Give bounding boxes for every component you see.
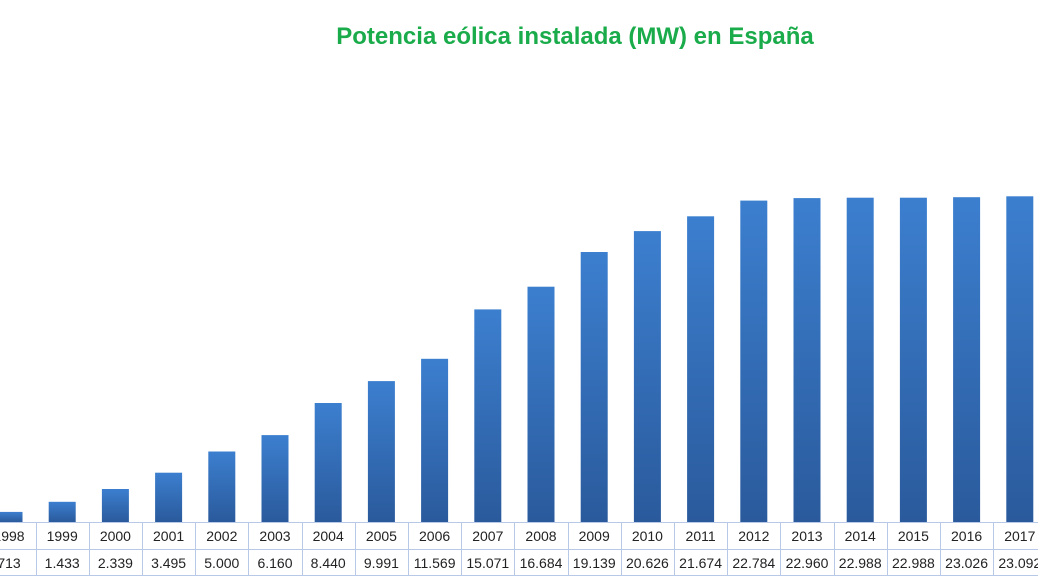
bar-2015 bbox=[899, 197, 927, 522]
bar-2007 bbox=[474, 309, 502, 522]
value-label: 8.440 bbox=[311, 555, 346, 571]
category-label: 2001 bbox=[153, 528, 184, 544]
category-label: 2016 bbox=[951, 528, 982, 544]
bar-2004 bbox=[314, 403, 342, 522]
bar-2006 bbox=[421, 358, 449, 522]
bars-group bbox=[0, 196, 1034, 523]
value-label: 22.988 bbox=[839, 555, 882, 571]
data-table: 1998 713 1999 1.433 2000 2.339 2001 3.495 2002 5.… bbox=[0, 522, 1038, 576]
category-label: 2009 bbox=[579, 528, 610, 544]
value-label: 23.026 bbox=[945, 555, 988, 571]
category-label: 2011 bbox=[686, 528, 716, 544]
chart-title: Potencia eólica instalada (MW) en España bbox=[336, 23, 814, 50]
value-label: 15.071 bbox=[466, 555, 509, 571]
value-label: 21.674 bbox=[679, 555, 722, 571]
category-label: 2005 bbox=[366, 528, 397, 544]
value-label: 22.960 bbox=[786, 555, 829, 571]
value-label: 9.991 bbox=[364, 555, 399, 571]
value-label: 22.784 bbox=[732, 555, 775, 571]
bar-2000 bbox=[101, 489, 129, 522]
bar-2003 bbox=[261, 435, 289, 522]
bar-2002 bbox=[208, 451, 236, 522]
value-label: 6.160 bbox=[257, 555, 292, 571]
category-label: 2015 bbox=[898, 528, 929, 544]
bar-2005 bbox=[367, 381, 395, 522]
category-label: 2000 bbox=[100, 528, 131, 544]
category-label: 2014 bbox=[845, 528, 876, 544]
bar-2016 bbox=[953, 197, 981, 522]
category-label: 1999 bbox=[47, 528, 78, 544]
bar-1998 bbox=[0, 511, 23, 522]
value-label: 11.569 bbox=[414, 555, 456, 571]
bar-2012 bbox=[740, 200, 768, 522]
category-label: 2004 bbox=[313, 528, 344, 544]
value-label: 5.000 bbox=[204, 555, 239, 571]
value-label: 23.092 bbox=[998, 555, 1038, 571]
bar-2001 bbox=[155, 472, 183, 522]
category-label: 2012 bbox=[738, 528, 769, 544]
value-label: 20.626 bbox=[626, 555, 669, 571]
category-label: 2017 bbox=[1004, 528, 1035, 544]
category-label: 2007 bbox=[472, 528, 503, 544]
value-label: 3.495 bbox=[151, 555, 186, 571]
value-label: 2.339 bbox=[98, 555, 133, 571]
value-label: 22.988 bbox=[892, 555, 935, 571]
bar-2010 bbox=[633, 231, 661, 522]
category-label: 2006 bbox=[419, 528, 450, 544]
value-label: 16.684 bbox=[520, 555, 563, 571]
bar-2008 bbox=[527, 286, 555, 522]
value-label: 713 bbox=[0, 555, 21, 571]
category-label: 2013 bbox=[791, 528, 822, 544]
value-label: 19.139 bbox=[573, 555, 616, 571]
bar-2011 bbox=[687, 216, 715, 523]
category-label: 2003 bbox=[259, 528, 290, 544]
category-label: 2002 bbox=[206, 528, 237, 544]
bar-2009 bbox=[580, 252, 608, 522]
bar-1999 bbox=[48, 501, 76, 522]
bar-2014 bbox=[846, 197, 874, 522]
category-label: 2010 bbox=[632, 528, 663, 544]
category-label: 1998 bbox=[0, 528, 25, 544]
value-label: 1.433 bbox=[45, 555, 80, 571]
bar-2013 bbox=[793, 198, 821, 522]
category-label: 2008 bbox=[525, 528, 556, 544]
bar-2017 bbox=[1006, 196, 1034, 523]
